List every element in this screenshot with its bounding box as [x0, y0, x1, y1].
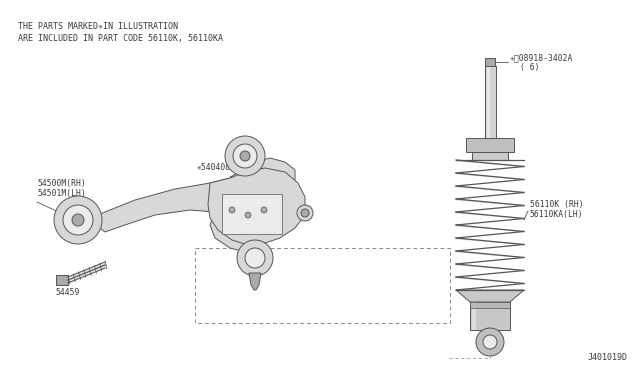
Bar — [56, 275, 68, 285]
Bar — [470, 302, 510, 308]
Circle shape — [225, 136, 265, 176]
Polygon shape — [456, 186, 524, 193]
Circle shape — [72, 214, 84, 226]
Polygon shape — [456, 290, 524, 302]
Bar — [485, 66, 496, 138]
Circle shape — [483, 335, 497, 349]
Bar — [487, 66, 490, 138]
Circle shape — [54, 196, 102, 244]
Polygon shape — [456, 160, 524, 167]
Text: ✳540408BA: ✳540408BA — [197, 163, 241, 172]
Text: 56110KA(LH): 56110KA(LH) — [530, 210, 584, 219]
Text: ( 6): ( 6) — [520, 63, 540, 72]
Circle shape — [261, 207, 267, 213]
Polygon shape — [456, 277, 524, 284]
Bar — [470, 302, 510, 330]
Text: J401019D: J401019D — [588, 353, 628, 362]
Text: 54459: 54459 — [56, 288, 81, 297]
Circle shape — [229, 207, 235, 213]
Polygon shape — [456, 225, 524, 232]
Circle shape — [63, 205, 93, 235]
Circle shape — [240, 151, 250, 161]
Polygon shape — [249, 273, 261, 290]
Bar — [195, 248, 450, 323]
Circle shape — [233, 144, 257, 168]
Polygon shape — [456, 173, 524, 180]
Circle shape — [245, 212, 251, 218]
Circle shape — [237, 240, 273, 276]
Bar — [466, 138, 514, 152]
Circle shape — [245, 248, 265, 268]
Polygon shape — [456, 199, 524, 206]
Bar — [222, 194, 282, 234]
Polygon shape — [456, 238, 524, 245]
Polygon shape — [100, 158, 295, 252]
Polygon shape — [456, 264, 524, 271]
Text: 54501M(LH): 54501M(LH) — [37, 189, 86, 198]
Bar — [472, 302, 476, 330]
Bar — [485, 58, 495, 66]
Circle shape — [476, 328, 504, 356]
Bar — [472, 152, 508, 160]
Polygon shape — [456, 212, 524, 219]
Circle shape — [297, 205, 313, 221]
Polygon shape — [208, 168, 305, 245]
Text: ✳Ⓝ08918-3402A: ✳Ⓝ08918-3402A — [510, 53, 573, 62]
Text: 56110K (RH): 56110K (RH) — [530, 200, 584, 209]
Polygon shape — [456, 251, 524, 258]
Text: 54500M(RH): 54500M(RH) — [37, 179, 86, 188]
Text: THE PARTS MARKED✳IN ILLUSTRATION: THE PARTS MARKED✳IN ILLUSTRATION — [18, 22, 178, 31]
Circle shape — [301, 209, 309, 217]
Text: ARE INCLUDED IN PART CODE 56110K, 56110KA: ARE INCLUDED IN PART CODE 56110K, 56110K… — [18, 34, 223, 43]
